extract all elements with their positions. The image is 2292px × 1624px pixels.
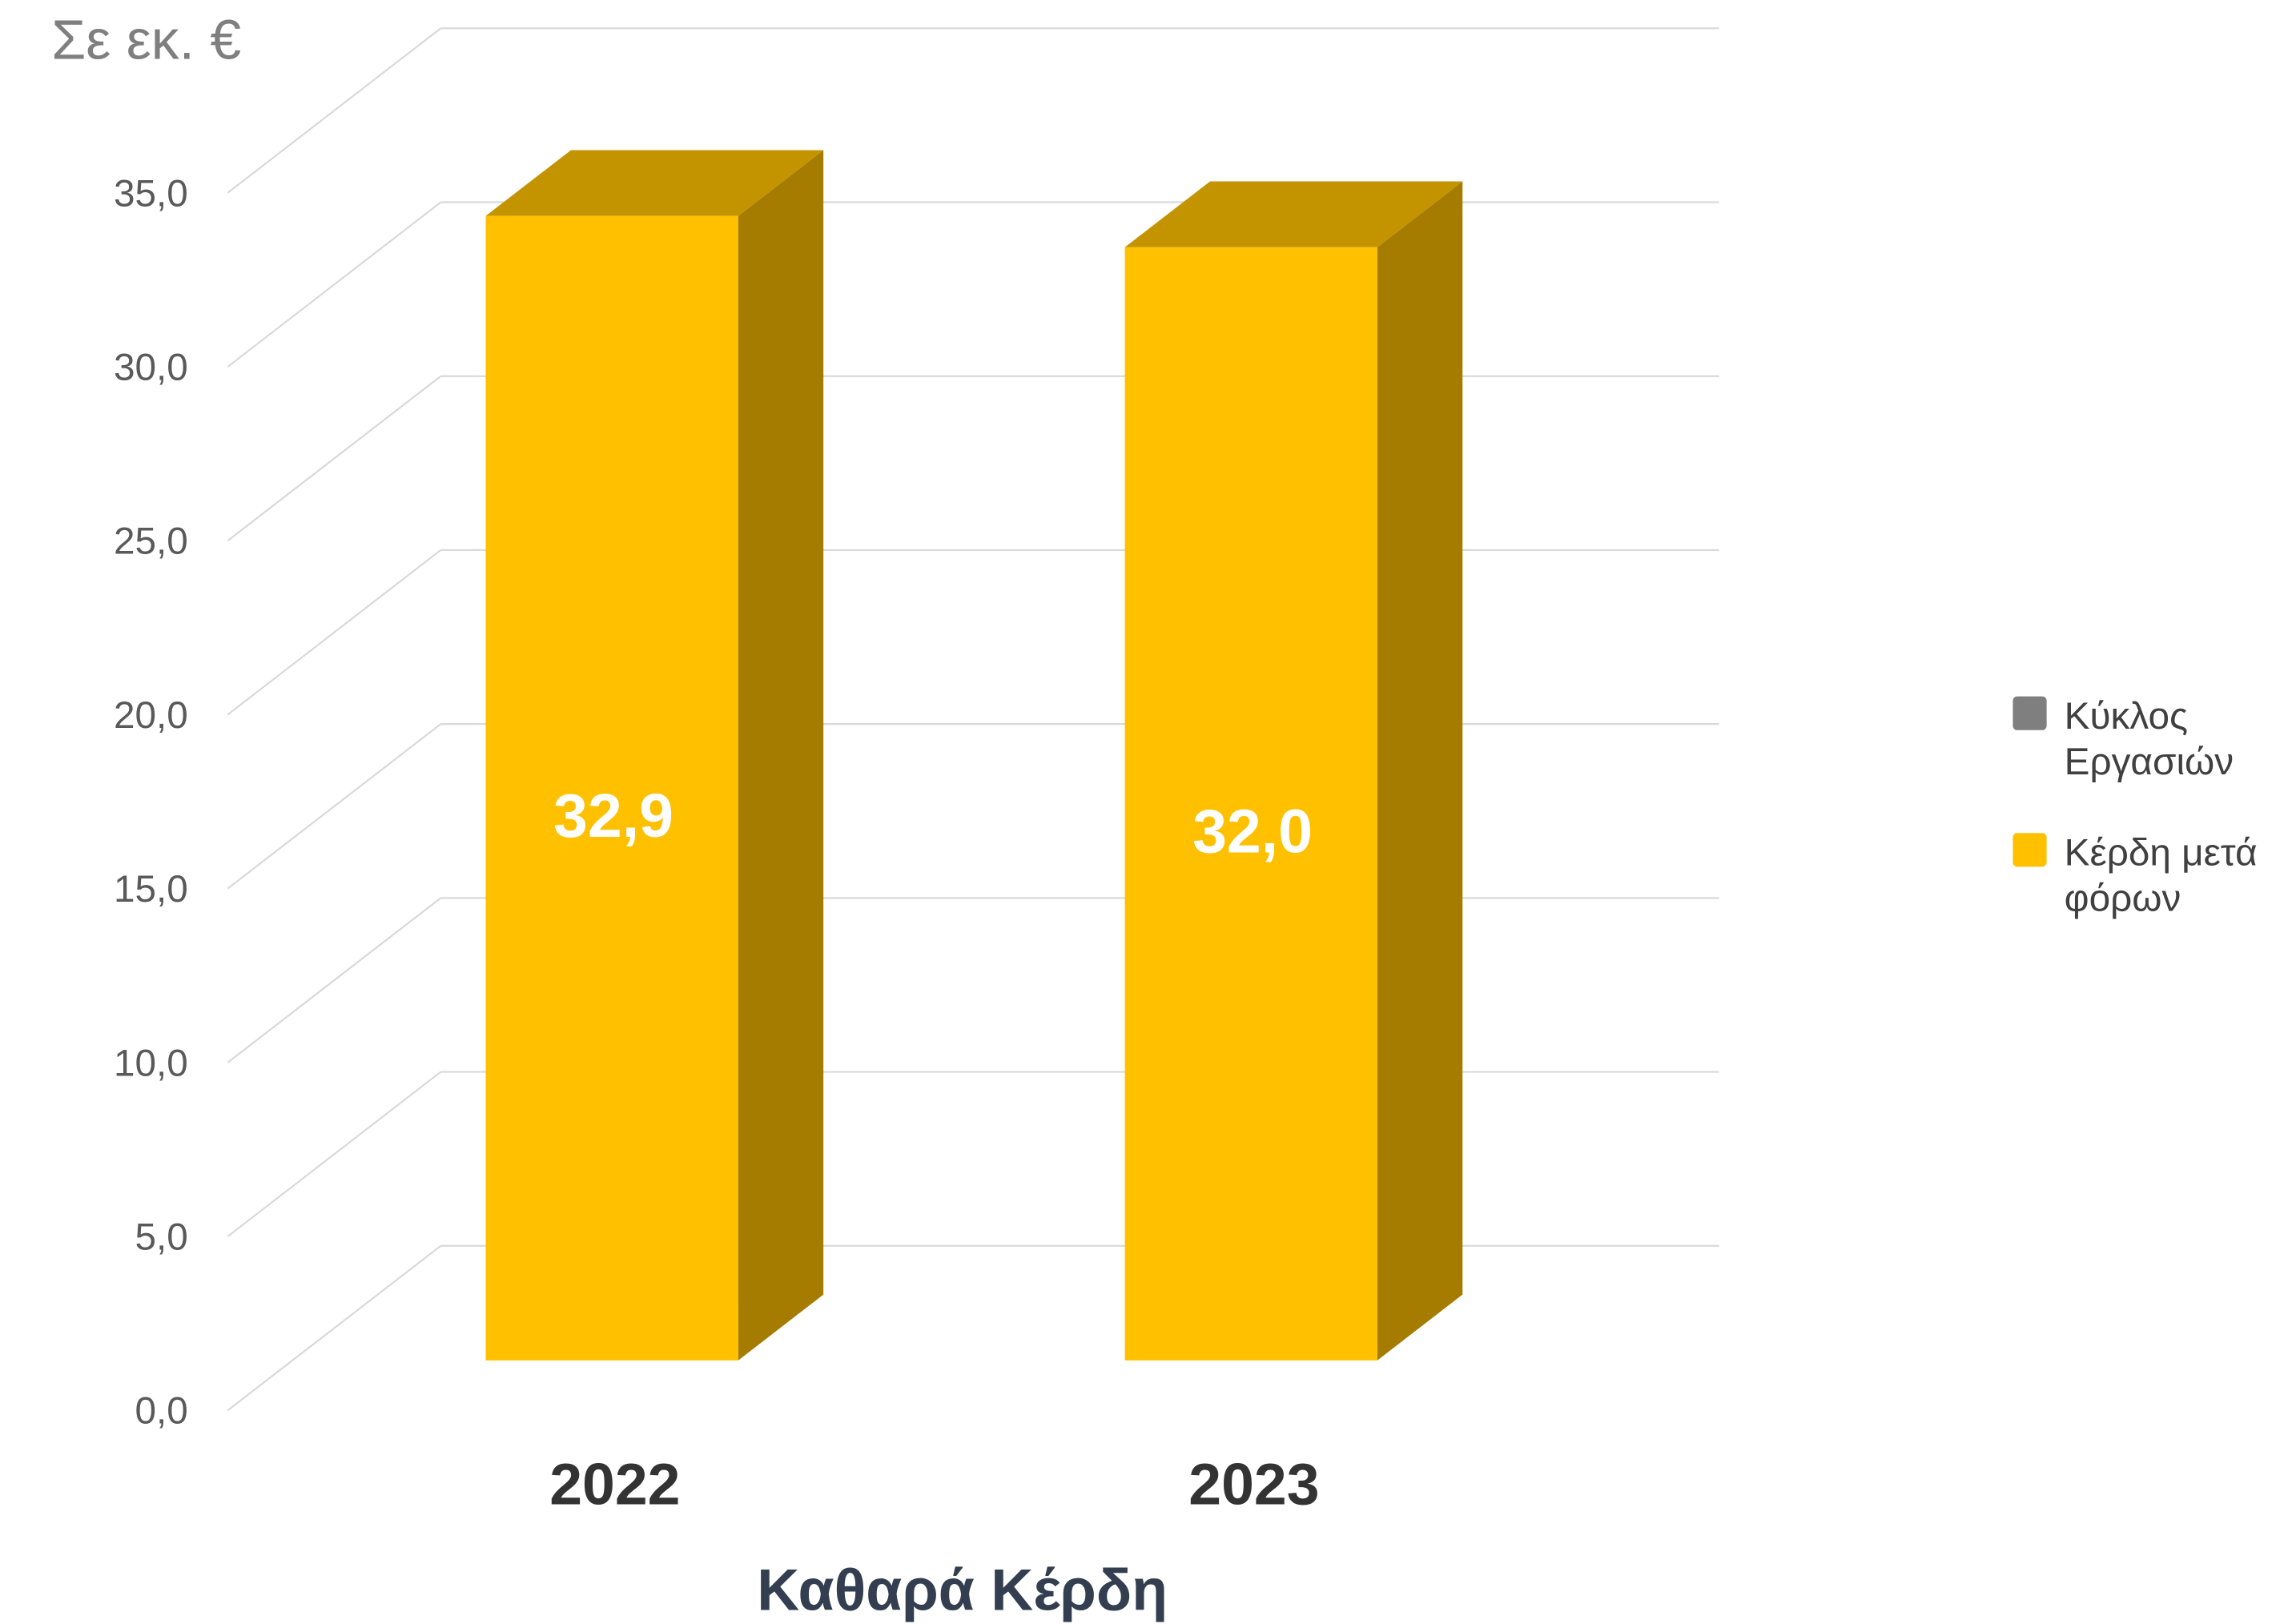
chart-title: Καθαρά Κέρδη <box>757 1558 1168 1623</box>
side-wall-gridline <box>227 549 442 716</box>
legend-item: Κύκλος Εργασιών <box>2013 693 2284 785</box>
x-tick-label: 2022 <box>549 1452 680 1517</box>
bar-top-face <box>485 150 824 216</box>
legend-swatch <box>2013 696 2047 730</box>
bar-side-face <box>1377 181 1463 1361</box>
data-label: 32,9 <box>553 782 674 850</box>
legend: Κύκλος Εργασιών Κέρδη μετά φόρων <box>2013 0 2286 1623</box>
y-axis-tick-labels: 0,0 5,0 10,0 15,0 20,0 25,0 30,0 35,0 <box>114 172 188 1432</box>
bars <box>485 150 1463 1361</box>
y-axis-unit-label: Σε εκ. € <box>51 8 241 70</box>
y-tick-label: 35,0 <box>114 172 188 215</box>
y-tick-label: 0,0 <box>135 1390 188 1433</box>
y-tick-label: 25,0 <box>114 521 188 563</box>
side-wall-gridline <box>227 27 442 194</box>
y-tick-label: 30,0 <box>114 347 188 389</box>
x-axis-tick-labels: 2022 2023 <box>549 1452 1319 1517</box>
gridlines <box>227 27 1719 1412</box>
side-wall-gridline <box>227 1071 442 1237</box>
legend-item: Κέρδη μετά φόρων <box>2013 830 2284 922</box>
y-tick-label: 15,0 <box>114 868 188 910</box>
y-tick-label: 20,0 <box>114 694 188 737</box>
data-label: 32,0 <box>1192 797 1313 866</box>
legend-label: Κύκλος Εργασιών <box>2064 693 2234 783</box>
side-wall-gridline <box>227 723 442 890</box>
legend-swatch <box>2013 833 2047 867</box>
bar-2023 <box>1124 181 1463 1361</box>
y-tick-label: 5,0 <box>135 1216 188 1259</box>
bar-side-face <box>738 150 824 1361</box>
x-tick-label: 2023 <box>1188 1452 1319 1517</box>
bar-2022 <box>485 150 824 1361</box>
y-tick-label: 10,0 <box>114 1042 188 1084</box>
side-wall-gridline <box>227 897 442 1063</box>
side-wall-gridline <box>227 375 442 542</box>
bar-front-face <box>485 215 738 1361</box>
legend-label: Κέρδη μετά φόρων <box>2064 830 2258 920</box>
side-wall-gridline <box>227 201 442 368</box>
data-labels: 32,9 32,0 <box>553 782 1313 866</box>
side-wall-gridline <box>227 1244 442 1412</box>
bar-front-face <box>1124 247 1377 1361</box>
bar-top-face <box>1124 181 1463 247</box>
